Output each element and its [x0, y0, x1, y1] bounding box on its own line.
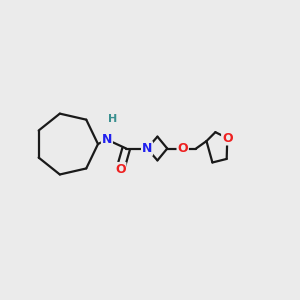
Text: O: O	[115, 163, 126, 176]
Text: N: N	[102, 133, 112, 146]
Text: N: N	[142, 142, 152, 155]
Text: O: O	[177, 142, 188, 155]
Text: O: O	[222, 132, 232, 145]
Text: H: H	[108, 114, 118, 124]
